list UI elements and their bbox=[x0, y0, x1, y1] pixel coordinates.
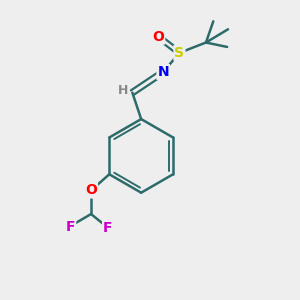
Text: O: O bbox=[152, 30, 164, 44]
Text: H: H bbox=[118, 84, 129, 97]
Text: F: F bbox=[103, 221, 112, 235]
Text: S: S bbox=[174, 46, 184, 60]
Text: O: O bbox=[85, 184, 97, 197]
Text: N: N bbox=[158, 65, 169, 79]
Text: F: F bbox=[66, 220, 75, 234]
